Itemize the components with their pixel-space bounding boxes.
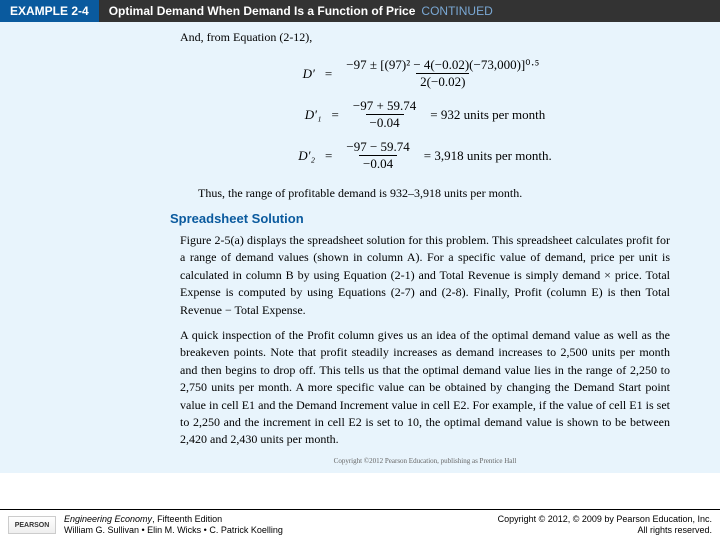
book-edition: , Fifteenth Edition (152, 514, 222, 524)
eq3-result: = 3,918 units per month. (424, 148, 552, 164)
continued-label: CONTINUED (421, 4, 492, 18)
paragraph-2: A quick inspection of the Profit column … (180, 327, 670, 449)
eq1-den: 2(−0.02) (416, 73, 469, 90)
rights-line: All rights reserved. (498, 525, 712, 536)
eq2-num: −97 + 59.74 (349, 98, 420, 114)
footer-copyright: Copyright © 2012, © 2009 by Pearson Educ… (498, 514, 712, 536)
example-title: Optimal Demand When Demand Is a Function… (109, 4, 416, 18)
eq2-result: = 932 units per month (430, 107, 545, 123)
equals-sign: = (332, 107, 339, 123)
eq2-lhs: D′₁ (305, 107, 322, 123)
example-title-bar: Optimal Demand When Demand Is a Function… (99, 0, 720, 22)
pearson-logo: PEARSON (8, 516, 56, 534)
eq2-fraction: −97 + 59.74 −0.04 (349, 98, 420, 131)
copyright-line: Copyright © 2012, © 2009 by Pearson Educ… (498, 514, 712, 525)
lead-text: And, from Equation (2-12), (180, 30, 670, 45)
equation-3: D′₂ = −97 − 59.74 −0.04 = 3,918 units pe… (298, 139, 551, 172)
book-authors: William G. Sullivan • Elin M. Wicks • C.… (64, 525, 283, 536)
eq2-den: −0.04 (366, 114, 404, 131)
section-heading: Spreadsheet Solution (170, 211, 670, 226)
book-credits: Engineering Economy, Fifteenth Edition W… (64, 514, 283, 536)
eq3-fraction: −97 − 59.74 −0.04 (342, 139, 413, 172)
equation-block: D′ = −97 ± [(97)² − 4(−0.02)(−73,000)]⁰·… (180, 53, 670, 176)
equals-sign: = (325, 66, 332, 82)
equation-2: D′₁ = −97 + 59.74 −0.04 = 932 units per … (305, 98, 545, 131)
eq3-num: −97 − 59.74 (342, 139, 413, 155)
conclusion-text: Thus, the range of profitable demand is … (198, 186, 670, 201)
inline-copyright: Copyright ©2012 Pearson Education, publi… (180, 457, 670, 465)
page-body: And, from Equation (2-12), D′ = −97 ± [(… (0, 22, 720, 473)
example-number: EXAMPLE 2-4 (0, 0, 99, 22)
eq3-lhs: D′₂ (298, 148, 315, 164)
paragraph-1: Figure 2-5(a) displays the spreadsheet s… (180, 232, 670, 319)
example-header: EXAMPLE 2-4 Optimal Demand When Demand I… (0, 0, 720, 22)
equals-sign: = (325, 148, 332, 164)
footer-bar: PEARSON Engineering Economy, Fifteenth E… (0, 509, 720, 540)
book-title: Engineering Economy (64, 514, 152, 524)
eq3-den: −0.04 (359, 155, 397, 172)
eq1-lhs: D′ (303, 66, 315, 82)
equation-1: D′ = −97 ± [(97)² − 4(−0.02)(−73,000)]⁰·… (303, 57, 548, 90)
eq1-num: −97 ± [(97)² − 4(−0.02)(−73,000)]⁰·⁵ (342, 57, 543, 73)
eq1-fraction: −97 ± [(97)² − 4(−0.02)(−73,000)]⁰·⁵ 2(−… (342, 57, 543, 90)
